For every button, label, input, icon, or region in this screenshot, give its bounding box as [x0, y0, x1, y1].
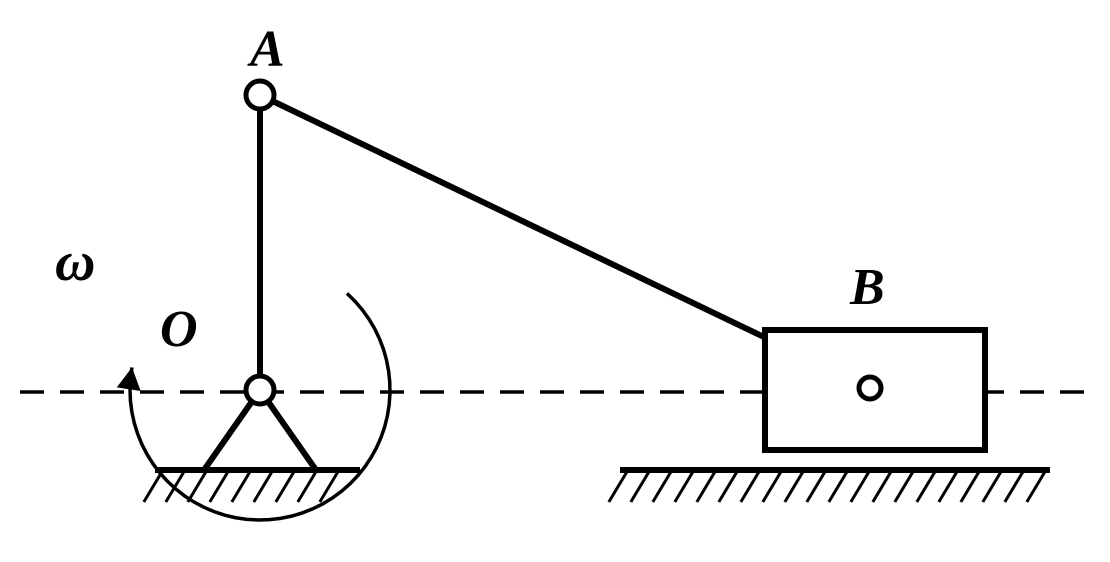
pin-o — [246, 376, 274, 404]
label-omega: ω — [55, 230, 96, 294]
ground-support-b — [609, 470, 1050, 502]
mechanism-diagram — [0, 0, 1110, 562]
label-point-b: B — [850, 258, 885, 317]
label-point-a: A — [250, 20, 285, 79]
ground-support-o — [144, 470, 360, 502]
pin-b — [859, 377, 881, 399]
pin-a — [246, 81, 274, 109]
angular-velocity-arc — [117, 293, 390, 520]
label-point-o: O — [160, 300, 198, 359]
